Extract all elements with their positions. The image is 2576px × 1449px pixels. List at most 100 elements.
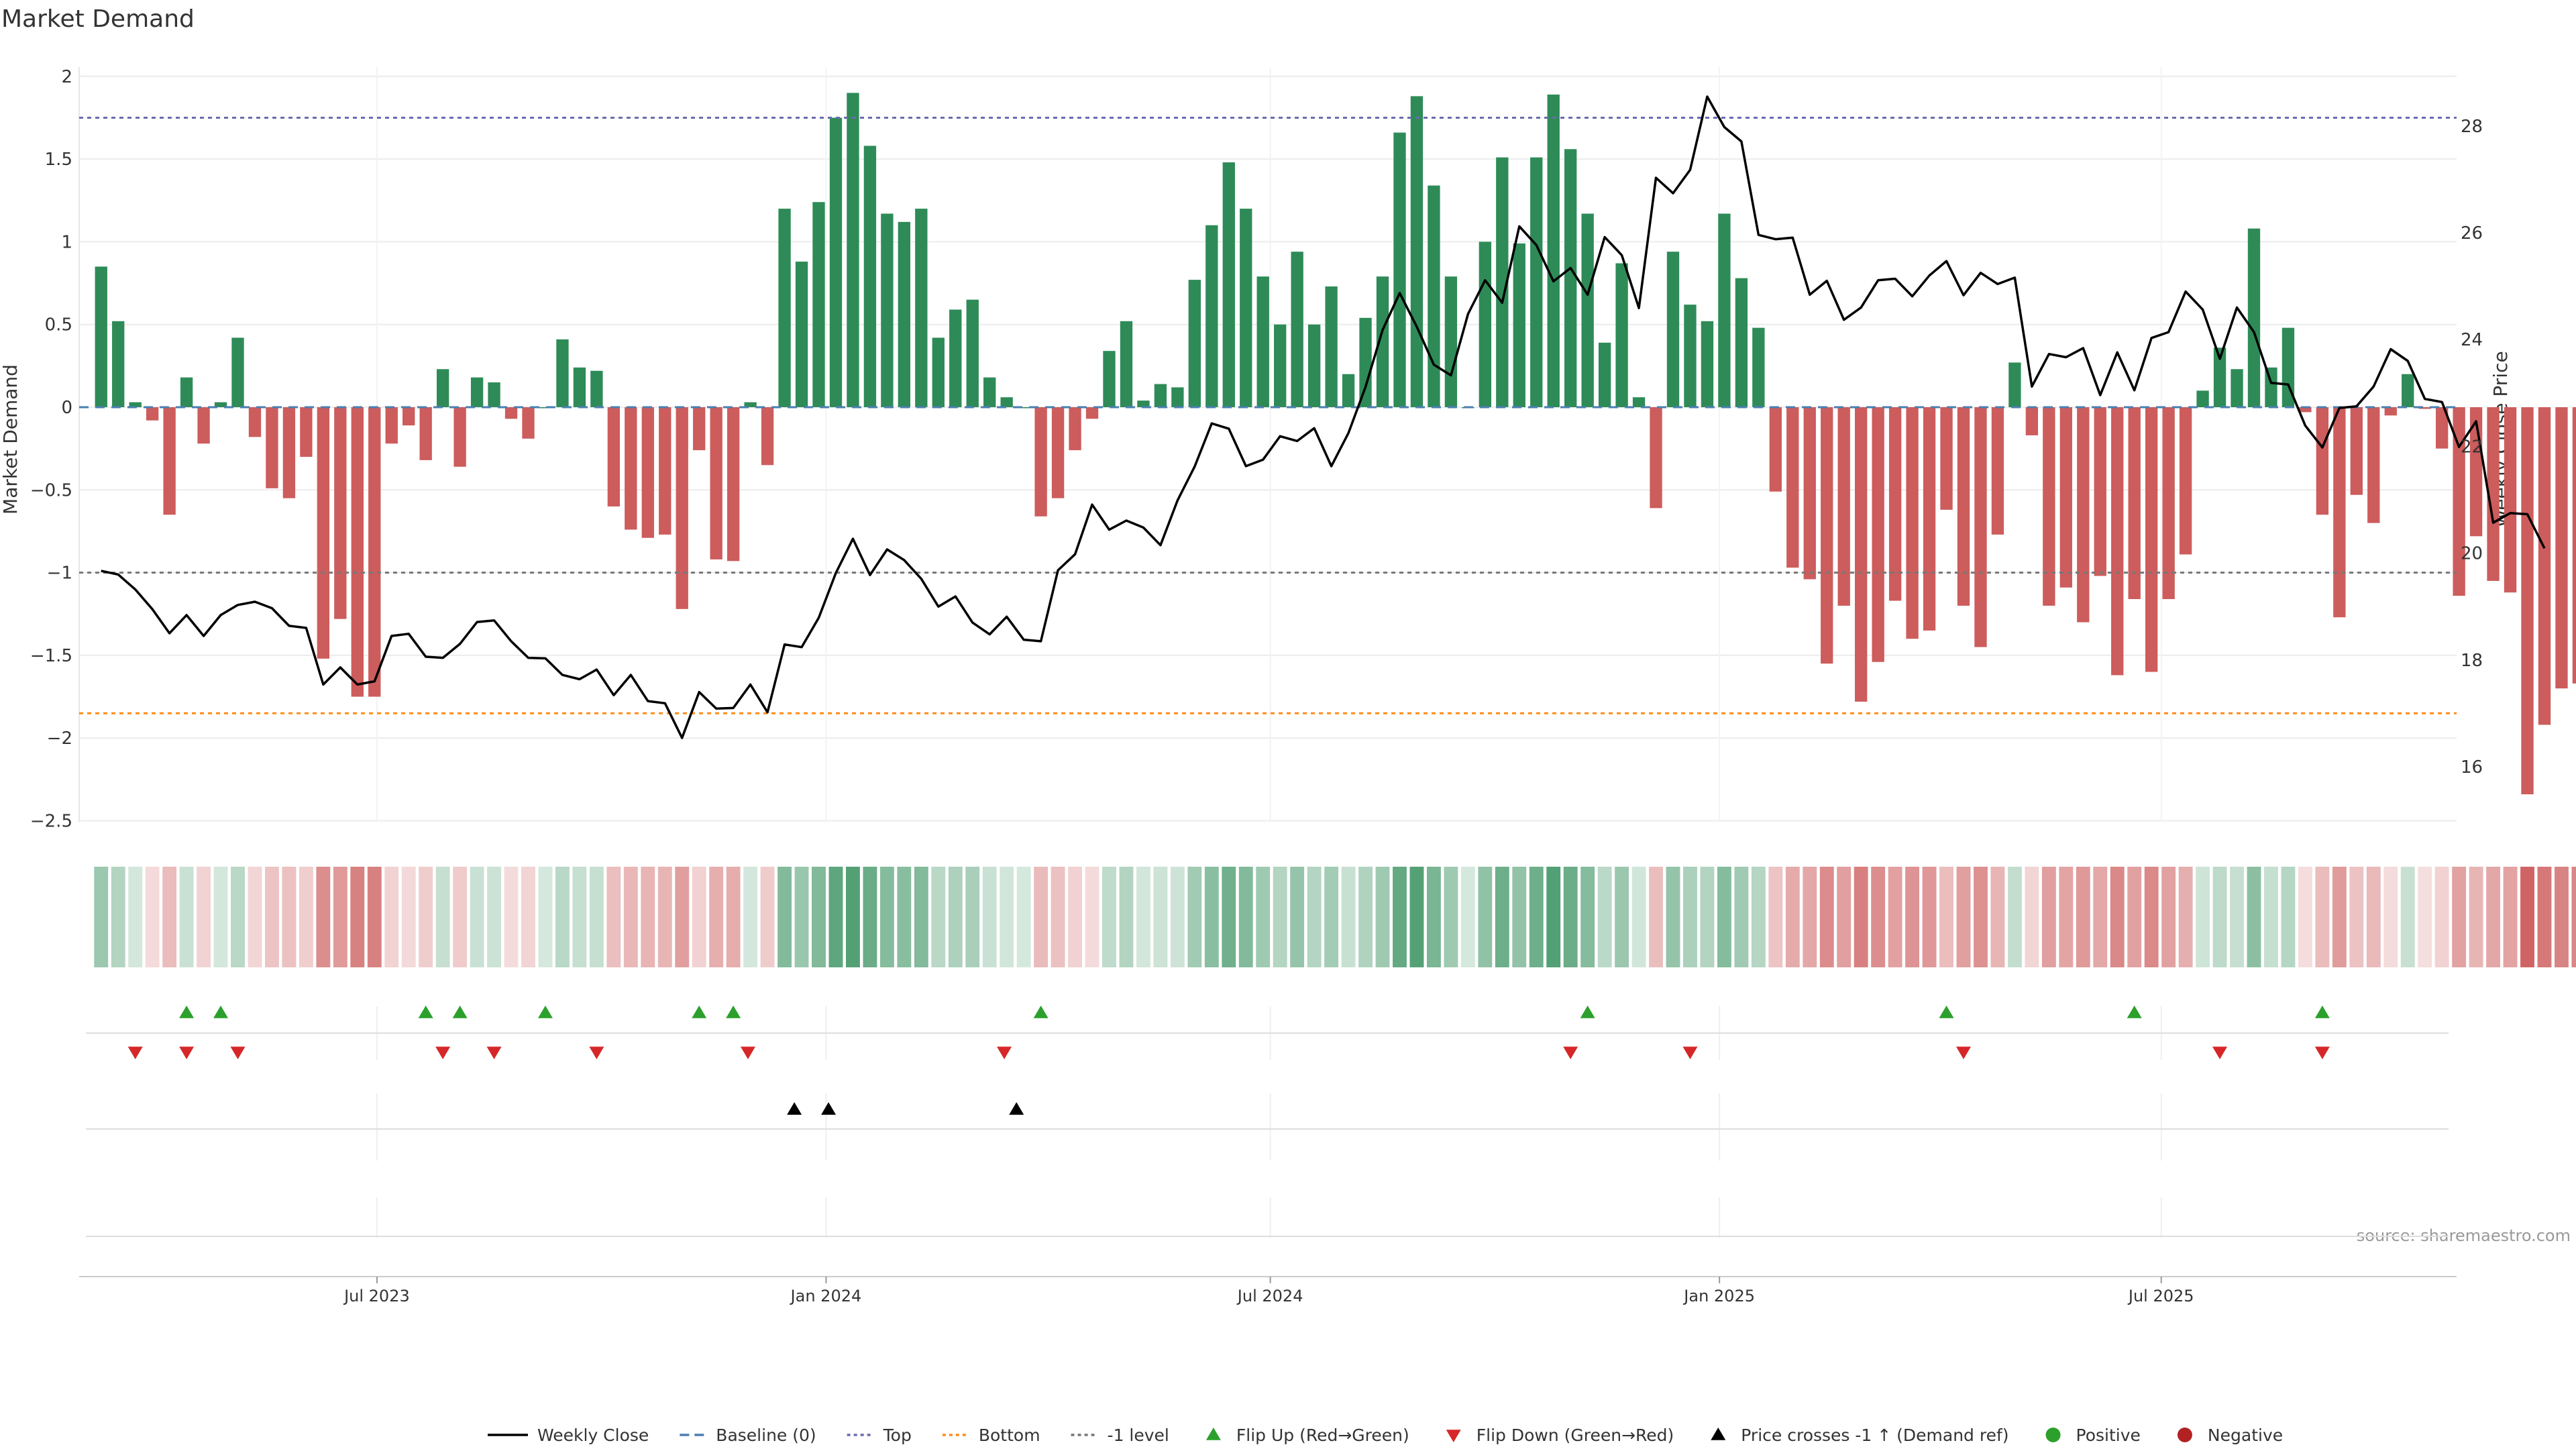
demand-bar-positive [1718, 213, 1731, 407]
demand-bar-positive [556, 339, 569, 407]
heat-cell [1136, 867, 1150, 967]
demand-bar-negative [2059, 407, 2072, 588]
heat-cell [1426, 867, 1441, 967]
heat-cell [914, 867, 928, 967]
heat-cell [1324, 867, 1339, 967]
heat-cell [435, 867, 450, 967]
y-tick-label: 1.5 [45, 150, 72, 170]
heat-cell [282, 867, 297, 967]
heat-cell [2520, 867, 2534, 967]
y-tick-label: 2 [61, 67, 72, 87]
demand-bar-positive [590, 370, 603, 407]
heat-cell [2161, 867, 2176, 967]
heat-cell [897, 867, 912, 967]
heat-cell [1529, 867, 1544, 967]
heat-cell [2503, 867, 2518, 967]
demand-bar-negative [2043, 407, 2055, 606]
legend-label: Bottom [979, 1426, 1040, 1445]
flip-up-marker [726, 1006, 741, 1018]
demand-bar-positive [1359, 317, 1372, 407]
heat-cell [1717, 867, 1731, 967]
flip-up-marker [692, 1006, 707, 1018]
demand-bar-negative [641, 407, 654, 538]
heat-cell [2434, 867, 2449, 967]
demand-bar-negative [1786, 407, 1799, 568]
demand-bar-positive [1325, 286, 1338, 407]
demand-bar-negative [2333, 407, 2346, 618]
demand-bar-positive [812, 202, 825, 407]
heat-cell [1222, 867, 1236, 967]
legend-label: Weekly Close [537, 1426, 649, 1445]
heat-cell [1000, 867, 1014, 967]
demand-bar-negative [2538, 407, 2551, 725]
demand-bar-negative [1051, 407, 1065, 498]
heat-cell [1256, 867, 1271, 967]
y-tick-label: −0.5 [30, 480, 72, 500]
demand-bar-positive [1256, 276, 1269, 407]
heat-cell [265, 867, 279, 967]
heat-cell [2469, 867, 2483, 967]
flip-down-marker [589, 1046, 604, 1059]
demand-bar-positive [1000, 397, 1013, 407]
heat-cell [1649, 867, 1663, 967]
demand-bar-negative [693, 407, 706, 451]
heat-cell [248, 867, 262, 967]
heat-cell [1307, 867, 1322, 967]
heat-cell [521, 867, 535, 967]
heat-cell [589, 867, 604, 967]
demand-bar-negative [282, 407, 296, 498]
demand-bar-negative [2316, 407, 2329, 515]
y-tick-label: 1 [61, 232, 72, 252]
heat-cell [2247, 867, 2261, 967]
demand-bar-negative [1034, 407, 1047, 517]
heat-cell [2537, 867, 2552, 967]
flip-down-marker [740, 1046, 755, 1059]
heat-cell [1700, 867, 1715, 967]
heat-cell [1119, 867, 1134, 967]
demand-bar-positive [112, 321, 125, 407]
demand-bar-negative [2025, 407, 2039, 435]
demand-bar-positive [1410, 96, 1424, 407]
y-tick-label: 0 [61, 398, 72, 418]
heat-cell [2383, 867, 2398, 967]
heat-cell [812, 867, 826, 967]
flip-down-marker [230, 1046, 246, 1059]
demand-bar-negative [2145, 407, 2158, 672]
demand-bar-positive [1376, 276, 1389, 407]
legend-item: Negative [2177, 1426, 2283, 1445]
heat-cell [384, 867, 399, 967]
legend-item: Flip Down (Green→Red) [1446, 1426, 1674, 1445]
demand-bar-negative [163, 407, 176, 515]
y-tick-label: −2.5 [30, 812, 72, 832]
heat-cell [1085, 867, 1099, 967]
heat-cell [641, 867, 655, 967]
heat-cell [2127, 867, 2142, 967]
heat-cell [538, 867, 553, 967]
heat-strip [94, 867, 2576, 967]
heat-cell [2059, 867, 2074, 967]
heat-cell [2349, 867, 2364, 967]
demand-bar-negative [1085, 407, 1099, 419]
demand-bar-positive [1103, 351, 1116, 407]
demand-bar-positive [488, 382, 500, 407]
heat-cell [1580, 867, 1595, 967]
y2-tick-label: 24 [2461, 330, 2483, 350]
heat-cell [504, 867, 519, 967]
heat-cell [1922, 867, 1937, 967]
demand-bar-positive [795, 261, 808, 407]
demand-bar-negative [2162, 407, 2175, 600]
demand-bar-positive [2247, 228, 2261, 407]
x-tick-label: Jul 2024 [1236, 1287, 1303, 1305]
price-cross-marker [1009, 1102, 1024, 1115]
heat-cell [777, 867, 792, 967]
heat-cell [1683, 867, 1697, 967]
heat-cell [1375, 867, 1390, 967]
demand-bar-negative [2350, 407, 2363, 495]
demand-bar-negative [761, 407, 774, 466]
demand-bar-positive [1547, 94, 1560, 407]
demand-bar-positive [1530, 157, 1543, 407]
demand-bar-negative [1888, 407, 1902, 601]
heat-cell [1187, 867, 1202, 967]
demand-bar-positive [1274, 324, 1287, 407]
